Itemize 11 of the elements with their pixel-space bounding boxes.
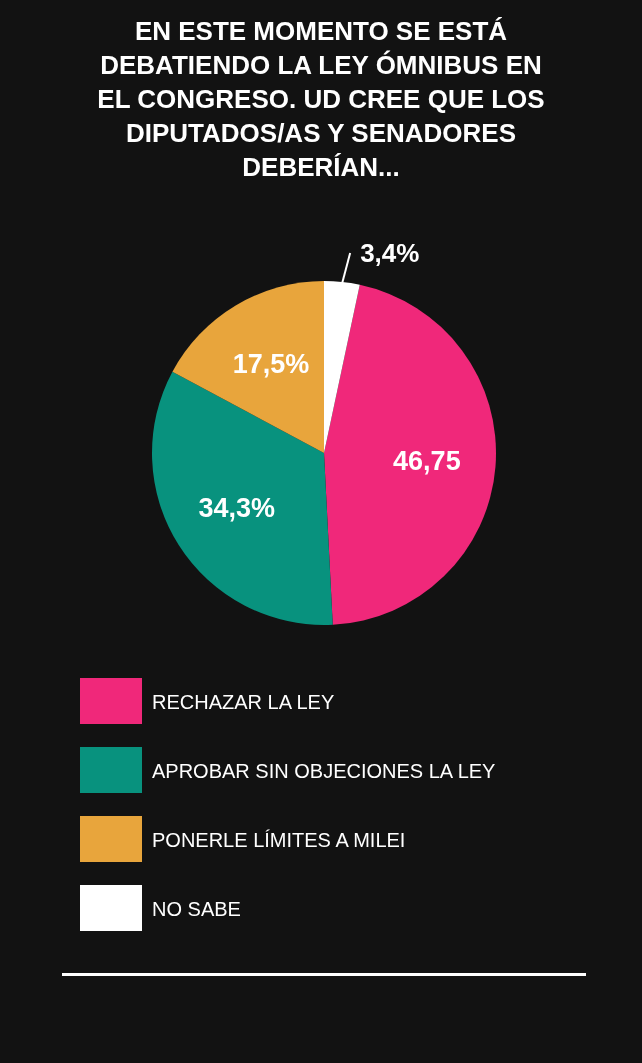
legend-label: PONERLE LÍMITES A MILEI bbox=[152, 829, 406, 851]
data-label: 46,75 bbox=[393, 446, 461, 477]
pie-slice bbox=[324, 284, 496, 625]
legend-label: RECHAZAR LA LEY bbox=[152, 691, 335, 713]
legend-label: APROBAR SIN OBJECIONES LA LEY bbox=[152, 760, 496, 782]
data-label: 34,3% bbox=[198, 493, 276, 524]
pie-slice bbox=[172, 281, 324, 453]
legend-label: NO SABE bbox=[152, 898, 241, 920]
chart-title: EN ESTE MOMENTO SE ESTÁ DEBATIENDO LA LEY ÓMNIBUS EN EL CONGRESO. UD CREE QUE LOS DIPUTADOS/AS Y SENADORES DEBERÍAN... bbox=[97, 16, 545, 182]
data-label: 17,5% bbox=[232, 349, 310, 380]
data-label: 3,4% bbox=[360, 238, 420, 268]
